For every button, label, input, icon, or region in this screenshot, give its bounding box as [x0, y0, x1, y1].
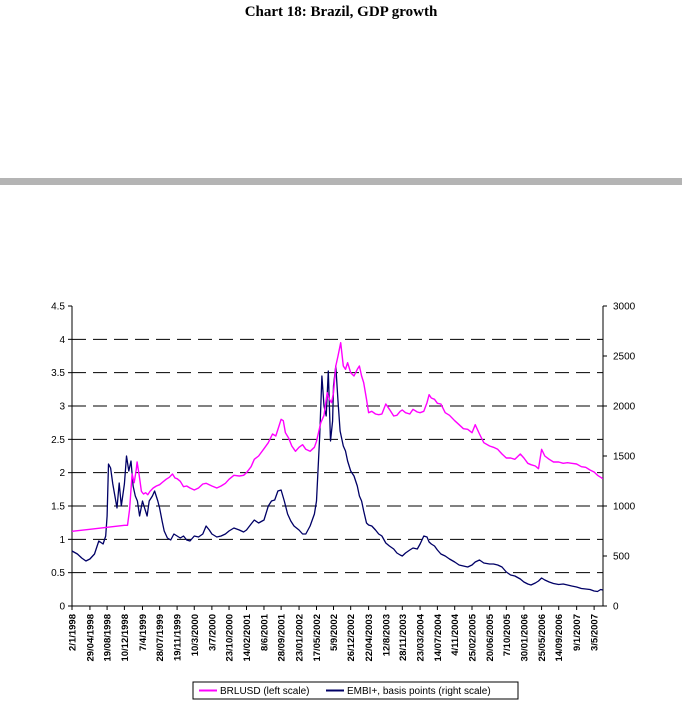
left-tick-label: 4.5 [51, 302, 65, 313]
series-layer [71, 342, 604, 593]
right-tick-label: 1000 [613, 502, 636, 513]
x-tick-label: 2/1/1998 [68, 614, 79, 651]
x-tick-label: 8/6/2001 [259, 613, 270, 651]
legend-box [192, 681, 519, 700]
right-tick-label: 0 [613, 602, 619, 613]
x-tick-label: 10/12/1998 [120, 614, 131, 662]
x-tick-label: 26/12/2002 [346, 614, 357, 662]
right-axis: 0 500 1000 1500 2000 2500 3000 [603, 302, 636, 613]
x-tick-label: 28/09/2001 [277, 613, 288, 661]
x-tick-label: 7/4/1999 [138, 614, 149, 651]
legend-label: EMBI+, basis points (right scale) [347, 686, 491, 697]
x-tick-label: 9/1/2007 [572, 614, 583, 651]
x-tick-label: 22/04/2003 [364, 614, 375, 662]
left-tick-label: 3.5 [51, 368, 65, 379]
x-tick-label: 28/07/1999 [155, 614, 166, 662]
series-line-brlusd [71, 342, 604, 532]
left-tick-label: 0.5 [51, 568, 65, 579]
x-axis: 2/1/1998 29/04/1998 19/08/1998 10/12/1998 7/… [68, 606, 601, 662]
left-tick-label: 3 [59, 402, 65, 413]
left-tick-label: 2.5 [51, 435, 65, 446]
chart-title: Chart 18: Brazil, GDP growth [244, 4, 438, 20]
x-tick-label: 10/3/2000 [190, 614, 201, 656]
left-tick-label: 2 [59, 468, 65, 479]
x-tick-label: 25/02/2005 [468, 613, 479, 661]
right-tick-label: 1500 [613, 452, 636, 463]
gridlines [71, 306, 604, 607]
legend-label: BRLUSD (left scale) [220, 686, 309, 697]
right-tick-label: 2000 [613, 402, 636, 413]
x-tick-label: 14/07/2004 [433, 613, 444, 661]
x-tick-label: 20/06/2005 [485, 613, 496, 661]
left-axis: 0 0.5 1 1.5 2 2.5 3 3.5 4 4.5 [51, 302, 72, 613]
left-tick-label: 1 [59, 535, 65, 546]
series-line-embi [71, 365, 603, 593]
x-tick-label: 19/08/1998 [103, 614, 114, 662]
left-tick-label: 0 [59, 602, 65, 613]
right-tick-label: 500 [613, 552, 630, 563]
x-tick-label: 19/11/1999 [173, 614, 184, 661]
left-tick-label: 1.5 [51, 502, 65, 513]
x-tick-label: 7/10/2005 [502, 613, 513, 656]
left-tick-label: 4 [59, 335, 65, 346]
right-tick-label: 3000 [613, 302, 636, 313]
x-tick-label: 23/10/2000 [225, 614, 236, 662]
x-tick-label: 29/04/1998 [85, 614, 96, 662]
x-tick-label: 25/05/2006 [537, 614, 548, 662]
x-tick-label: 4/11/2004 [450, 613, 461, 655]
x-tick-label: 23/03/2004 [416, 613, 427, 661]
right-tick-label: 2500 [613, 352, 636, 363]
x-tick-label: 17/05/2002 [312, 614, 323, 662]
x-tick-label: 28/11/2003 [398, 614, 409, 661]
x-tick-label: 3/5/2007 [590, 614, 601, 651]
x-tick-label: 5/9/2002 [329, 614, 340, 651]
x-tick-label: 3/7/2000 [207, 614, 218, 651]
x-tick-label: 30/01/2006 [519, 614, 530, 662]
x-tick-label: 14/09/2006 [554, 614, 565, 662]
x-tick-label: 12/8/2003 [381, 614, 392, 656]
legend: BRLUSD (left scale) EMBI+, basis points (… [192, 681, 519, 700]
divider [0, 178, 682, 185]
x-tick-label: 23/01/2002 [295, 614, 306, 662]
x-tick-label: 14/02/2001 [242, 613, 253, 661]
